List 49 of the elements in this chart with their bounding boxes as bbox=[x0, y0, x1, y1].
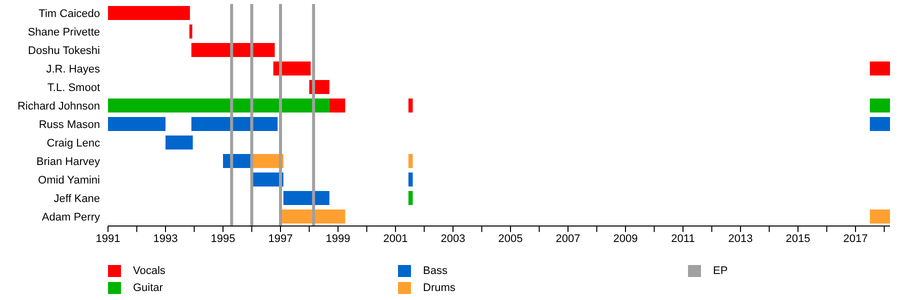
x-tick-label: 1999 bbox=[326, 232, 350, 245]
bar bbox=[870, 62, 890, 76]
y-tick-label: T.L. Smoot bbox=[47, 82, 100, 94]
bar bbox=[408, 98, 413, 112]
bar bbox=[870, 117, 890, 131]
bar bbox=[408, 191, 413, 205]
legend-label: Drums bbox=[423, 282, 456, 294]
y-tick-label: Adam Perry bbox=[42, 212, 100, 224]
y-tick-label: Russ Mason bbox=[38, 119, 100, 132]
y-tick-label: Tim Caicedo bbox=[38, 8, 100, 20]
x-tick-label: 1997 bbox=[268, 232, 293, 245]
bar bbox=[870, 210, 890, 224]
bar bbox=[870, 98, 890, 112]
bar bbox=[408, 172, 413, 186]
bar bbox=[108, 6, 190, 20]
x-tick-label: 1993 bbox=[153, 232, 178, 245]
bar bbox=[408, 154, 413, 168]
bar bbox=[108, 117, 166, 131]
x-tick-label: 2013 bbox=[728, 232, 753, 245]
y-tick-label: Shane Privette bbox=[28, 26, 100, 39]
bar bbox=[166, 136, 193, 150]
y-tick-label: Omid Yamini bbox=[38, 174, 100, 187]
x-tick-label: 2015 bbox=[786, 232, 810, 245]
bar bbox=[191, 43, 275, 57]
y-tick-label: Richard Johnson bbox=[17, 100, 100, 113]
bar bbox=[273, 62, 311, 76]
x-tick-label: 1995 bbox=[210, 232, 236, 245]
x-tick-label: 2009 bbox=[613, 232, 638, 245]
y-tick-label: Craig Lenc bbox=[46, 138, 100, 150]
y-tick-label: J.R. Hayes bbox=[46, 64, 100, 76]
legend-label: Guitar bbox=[133, 282, 163, 294]
x-tick-label: 1991 bbox=[96, 232, 120, 245]
x-tick-label: 2007 bbox=[556, 232, 580, 245]
bar bbox=[108, 98, 330, 112]
y-tick-label: Jeff Kane bbox=[54, 193, 100, 206]
x-tick-label: 2003 bbox=[440, 232, 466, 245]
x-tick-label: 2001 bbox=[383, 232, 408, 245]
bar bbox=[283, 191, 330, 205]
legend-label: Vocals bbox=[133, 264, 166, 276]
legend-label: EP bbox=[713, 264, 728, 276]
x-tick-label: 2005 bbox=[498, 232, 523, 245]
bar bbox=[282, 210, 346, 224]
x-tick-label: 2017 bbox=[843, 232, 868, 245]
bar bbox=[191, 117, 278, 131]
y-tick-label: Doshu Tokeshi bbox=[28, 45, 100, 58]
y-tick-label: Brian Harvey bbox=[36, 156, 100, 168]
legend-label: Bass bbox=[423, 264, 448, 276]
x-tick-label: 2011 bbox=[671, 232, 695, 245]
bar bbox=[329, 98, 346, 112]
